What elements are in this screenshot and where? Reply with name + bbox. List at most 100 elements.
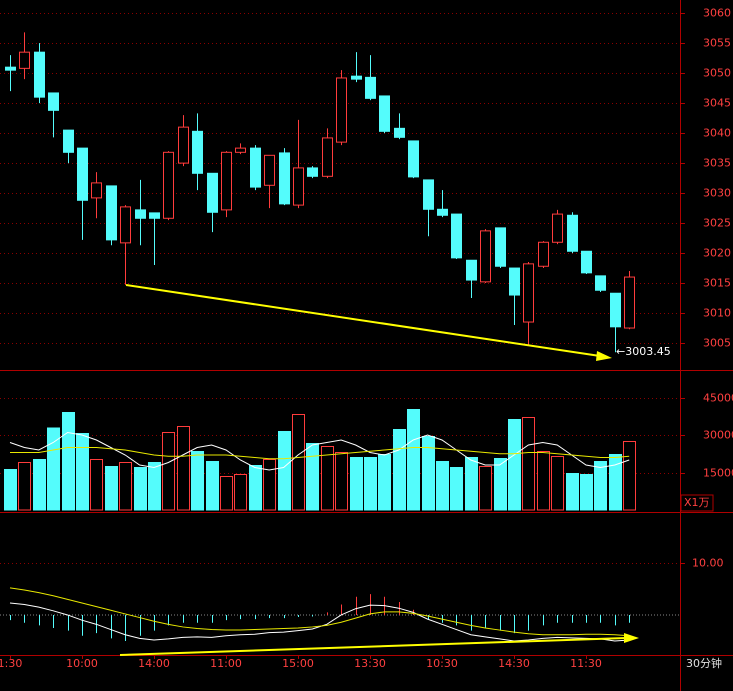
volume-bar xyxy=(350,457,363,511)
volume-bar xyxy=(393,429,406,511)
candle-body xyxy=(423,179,434,210)
volume-bar xyxy=(162,432,175,511)
volume-bar xyxy=(364,457,377,511)
y-tick-label: 3060 xyxy=(703,7,731,20)
candle-body xyxy=(595,275,606,291)
x-tick-label: 13:30 xyxy=(354,657,386,670)
candle-body xyxy=(77,147,88,201)
candle-body xyxy=(178,126,189,164)
volume-bar xyxy=(105,466,118,511)
y-tick-label: 3025 xyxy=(703,217,731,230)
candle-body xyxy=(307,167,318,177)
y-tick-label: 3030 xyxy=(703,187,731,200)
volume-bar xyxy=(436,461,449,511)
candle-body xyxy=(495,227,506,267)
x-tick-label: 15:00 xyxy=(282,657,314,670)
y-tick-label: 3020 xyxy=(703,247,731,260)
volume-bar xyxy=(119,462,132,511)
volume-bar xyxy=(422,436,435,511)
volume-bar xyxy=(321,446,334,511)
x-tick-label: 1:30 xyxy=(0,657,22,670)
volume-bar xyxy=(594,461,607,511)
volume-bar xyxy=(479,466,492,511)
volume-bar xyxy=(378,454,391,511)
candle-body xyxy=(509,267,520,296)
volume-bar xyxy=(551,456,564,511)
candle-body xyxy=(293,167,304,206)
x-tick-label: 11:30 xyxy=(570,657,602,670)
y-tick-label: 3055 xyxy=(703,37,731,50)
volume-bar xyxy=(249,465,262,511)
candle-body xyxy=(19,51,30,69)
candle-body xyxy=(48,92,59,111)
x-tick-label: 14:30 xyxy=(498,657,530,670)
volume-bar xyxy=(537,451,550,511)
volume-bar xyxy=(234,474,247,511)
volume-bar xyxy=(76,433,89,511)
candle-body xyxy=(63,129,74,153)
volume-bar xyxy=(18,462,31,511)
candle-body xyxy=(264,154,275,186)
arrow-head xyxy=(596,351,612,361)
candle-body xyxy=(322,137,333,177)
arrow-head xyxy=(624,633,639,643)
volume-bar xyxy=(566,473,579,511)
candle-body xyxy=(408,140,419,178)
candle-body xyxy=(379,95,390,132)
volume-bar xyxy=(148,462,161,511)
x-tick-label: 10:30 xyxy=(426,657,458,670)
volume-bar xyxy=(580,474,593,511)
volume-bar xyxy=(508,419,521,511)
y-tick-label: 3040 xyxy=(703,127,731,140)
candle-body xyxy=(480,230,491,283)
volume-bar xyxy=(4,469,17,511)
y-tick-label: 3010 xyxy=(703,307,731,320)
candle-body xyxy=(437,208,448,216)
candle-body xyxy=(538,241,549,267)
y-tick-label: 3035 xyxy=(703,157,731,170)
trend-arrow xyxy=(119,637,627,656)
y-tick-label: 3045 xyxy=(703,97,731,110)
volume-bar xyxy=(407,409,420,511)
volume-bar xyxy=(278,431,291,511)
volume-bar xyxy=(263,459,276,511)
y-tick-label: 3015 xyxy=(703,277,731,290)
candle-body xyxy=(149,212,160,219)
volume-bar xyxy=(220,476,233,511)
volume-bar xyxy=(191,451,204,511)
volume-bar xyxy=(134,467,147,511)
x-tick-label: 10:00 xyxy=(66,657,98,670)
volume-bar xyxy=(306,443,319,511)
x-tick-label: 11:00 xyxy=(210,657,242,670)
candle-body xyxy=(466,259,477,281)
trend-arrow xyxy=(125,284,601,357)
indicator-line xyxy=(9,602,630,642)
volume-bar xyxy=(292,414,305,511)
candle-body xyxy=(192,130,203,174)
volume-bar xyxy=(62,412,75,511)
candle-body xyxy=(207,172,218,213)
candle-body xyxy=(91,182,102,199)
y-tick-label: 30000 xyxy=(703,429,733,442)
candle-body xyxy=(567,214,578,252)
unit-box xyxy=(680,494,714,512)
candle-body xyxy=(120,206,131,244)
volume-bar xyxy=(522,417,535,511)
x-tick-label: 14:00 xyxy=(138,657,170,670)
y-tick-label: 10.00 xyxy=(692,557,724,570)
y-tick-label: 15000 xyxy=(703,467,733,480)
y-tick-label: 3050 xyxy=(703,67,731,80)
volume-bar xyxy=(335,452,348,511)
candle-body xyxy=(336,77,347,143)
volume-bar xyxy=(450,467,463,511)
candle-body xyxy=(451,213,462,259)
candle-body xyxy=(581,250,592,274)
volume-bar xyxy=(609,454,622,511)
candle-body xyxy=(221,151,232,211)
plot: 3005 3010 3015 3020 3025 3030 3035 3040 3045 3050… xyxy=(0,7,733,670)
volume-bar xyxy=(33,459,46,511)
candle-body xyxy=(250,147,261,188)
candle-body xyxy=(5,66,16,71)
volume-unit: X1万 xyxy=(684,496,710,509)
